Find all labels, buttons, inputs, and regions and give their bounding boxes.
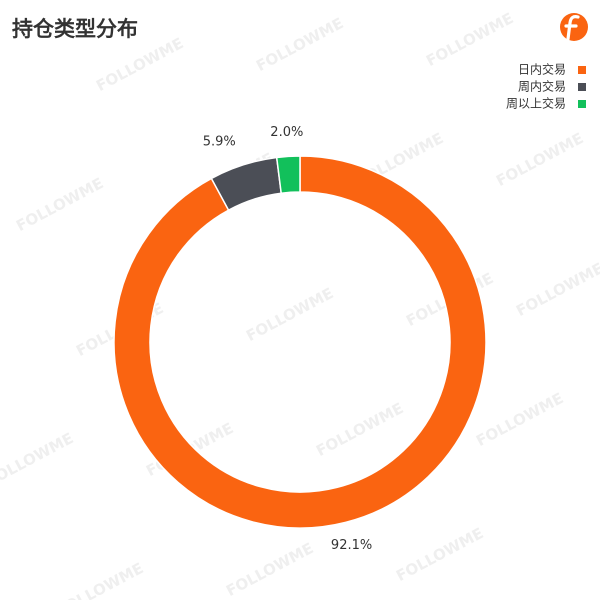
watermark: FOLLOWME	[223, 539, 316, 600]
data-label: 5.9%	[203, 135, 236, 150]
legend-label: 周内交易	[518, 79, 566, 94]
watermark: FOLLOWME	[53, 559, 146, 600]
legend-swatch	[578, 100, 586, 108]
chart-title: 持仓类型分布	[12, 17, 138, 41]
watermark: FOLLOWME	[0, 429, 76, 490]
watermark: FOLLOWME	[513, 259, 600, 320]
watermark: FOLLOWME	[253, 14, 346, 75]
watermark: FOLLOWME	[493, 129, 586, 190]
legend-swatch	[578, 83, 586, 91]
donut-segment	[113, 155, 487, 529]
logo-mark	[564, 15, 580, 41]
watermark: FOLLOWME	[393, 524, 486, 585]
legend-label: 日内交易	[518, 62, 566, 77]
watermark: FOLLOWME	[243, 284, 336, 345]
watermark: FOLLOWME	[313, 399, 406, 460]
watermark: FOLLOWME	[423, 9, 516, 70]
logo	[560, 13, 588, 41]
data-label: 2.0%	[270, 125, 303, 140]
donut-segment	[275, 155, 301, 195]
watermark: FOLLOWME	[93, 34, 186, 95]
watermark: FOLLOWME	[13, 174, 106, 235]
data-label: 92.1%	[331, 538, 372, 553]
legend-label: 周以上交易	[506, 96, 566, 111]
watermark: FOLLOWME	[473, 389, 566, 450]
legend-swatch	[578, 66, 586, 74]
